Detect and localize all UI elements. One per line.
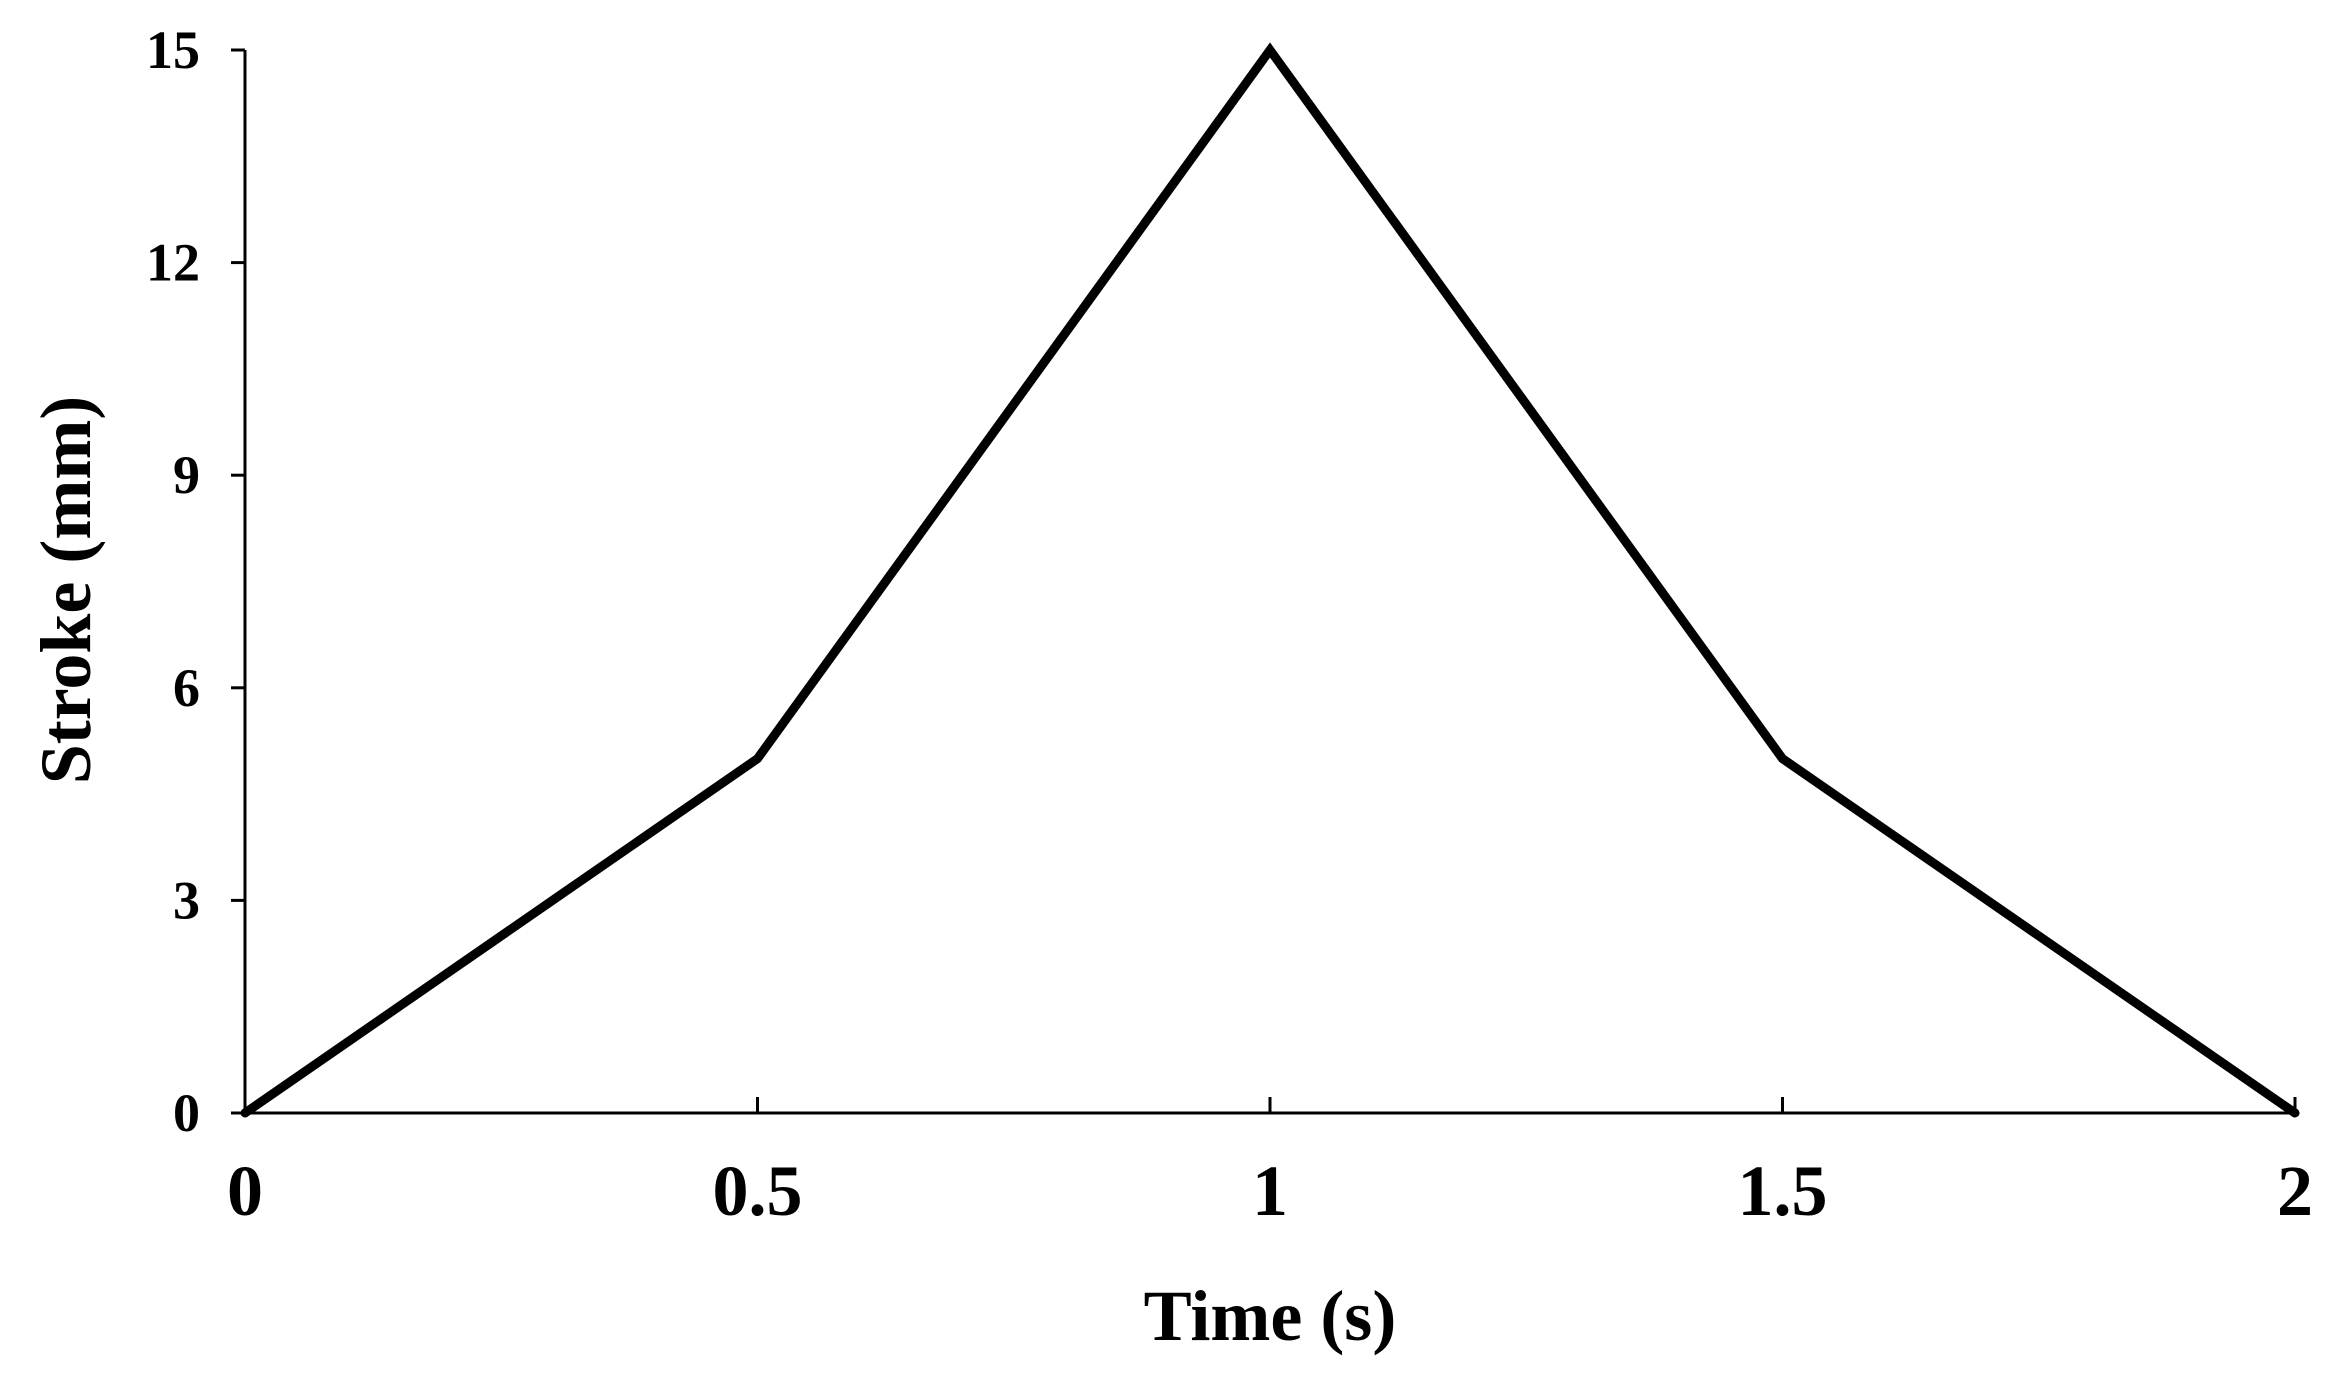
y-tick-label: 15	[146, 20, 200, 80]
x-axis-title: Time (s)	[1144, 1276, 1397, 1356]
series-layer	[240, 42, 2300, 1118]
series-line	[240, 42, 2300, 1118]
y-tick-label: 9	[173, 445, 200, 505]
x-tick-label: 2	[2277, 1151, 2313, 1231]
axes	[243, 50, 2295, 1115]
y-axis-title: Stroke (mm)	[26, 396, 106, 785]
tick-labels: 0 3 6 9 12 15 0 0.5 1 1.5 2	[146, 20, 2313, 1231]
y-tick-label: 0	[173, 1083, 200, 1143]
tick-marks	[231, 48, 2297, 1115]
y-tick-label: 12	[146, 233, 200, 293]
x-tick-label: 0	[227, 1151, 263, 1231]
x-tick-label: 0.5	[713, 1151, 803, 1231]
y-tick-label: 3	[173, 870, 200, 930]
x-tick-label: 1.5	[1738, 1151, 1828, 1231]
x-tick-label: 1	[1252, 1151, 1288, 1231]
y-tick-label: 6	[173, 658, 200, 718]
